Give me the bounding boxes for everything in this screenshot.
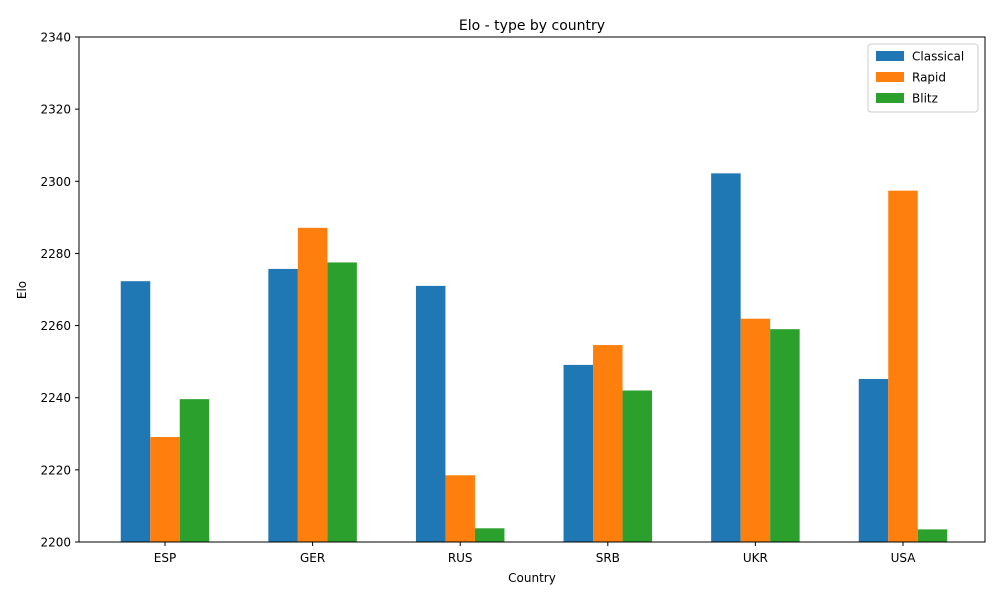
bar-classical-ger <box>268 268 298 542</box>
y-axis-label: Elo <box>15 281 29 299</box>
bar-classical-rus <box>415 285 446 542</box>
bar-rapid-srb <box>593 345 623 542</box>
y-tick-label: 2280 <box>40 247 71 261</box>
bar-blitz-ukr <box>770 329 800 542</box>
legend-label-blitz: Blitz <box>912 92 938 106</box>
y-tick-label: 2200 <box>40 536 71 550</box>
x-axis-label: Country <box>508 571 556 585</box>
y-tick-label: 2320 <box>40 103 71 117</box>
plot-area-frame <box>78 36 986 543</box>
y-axis: 2200 2220 2240 2260 2280 2300 2320 2340 <box>40 31 79 550</box>
y-tick-label: 2300 <box>40 175 71 189</box>
bar-blitz-rus <box>474 528 505 542</box>
x-tick-label: USA <box>891 551 917 565</box>
bar-rapid-ukr <box>740 318 771 542</box>
x-tick-label: GER <box>300 551 325 565</box>
legend-swatch-classical <box>876 51 904 61</box>
y-tick-label: 2340 <box>40 31 71 45</box>
bar-blitz-ger <box>327 262 357 542</box>
bar-rapid-rus <box>445 475 475 542</box>
bar-classical-esp <box>120 281 151 542</box>
legend-swatch-rapid <box>876 72 904 82</box>
legend-swatch-blitz <box>876 93 904 103</box>
y-tick-label: 2260 <box>40 319 71 333</box>
bar-classical-ukr <box>711 173 741 542</box>
x-axis: ESP GER RUS SRB UKR USA <box>154 542 916 565</box>
bar-rapid-ger <box>297 227 328 542</box>
legend-label-classical: Classical <box>912 50 964 64</box>
chart-title: Elo - type by country <box>459 18 605 34</box>
x-tick-label: RUS <box>448 551 473 565</box>
legend-label-rapid: Rapid <box>912 71 946 85</box>
x-tick-label: UKR <box>743 551 768 565</box>
y-tick-label: 2220 <box>40 463 71 477</box>
bar-rapid-usa <box>888 190 918 542</box>
bar-blitz-esp <box>179 399 210 542</box>
bar-classical-srb <box>563 364 594 542</box>
bar-blitz-usa <box>917 529 948 542</box>
x-tick-label: SRB <box>596 551 620 565</box>
legend: Classical Rapid Blitz <box>867 43 979 113</box>
bar-classical-usa <box>858 378 889 542</box>
bar-blitz-srb <box>622 390 653 542</box>
bar-rapid-esp <box>150 437 180 542</box>
y-tick-label: 2240 <box>40 391 71 405</box>
x-tick-label: ESP <box>154 551 176 565</box>
bars-group <box>120 173 948 542</box>
